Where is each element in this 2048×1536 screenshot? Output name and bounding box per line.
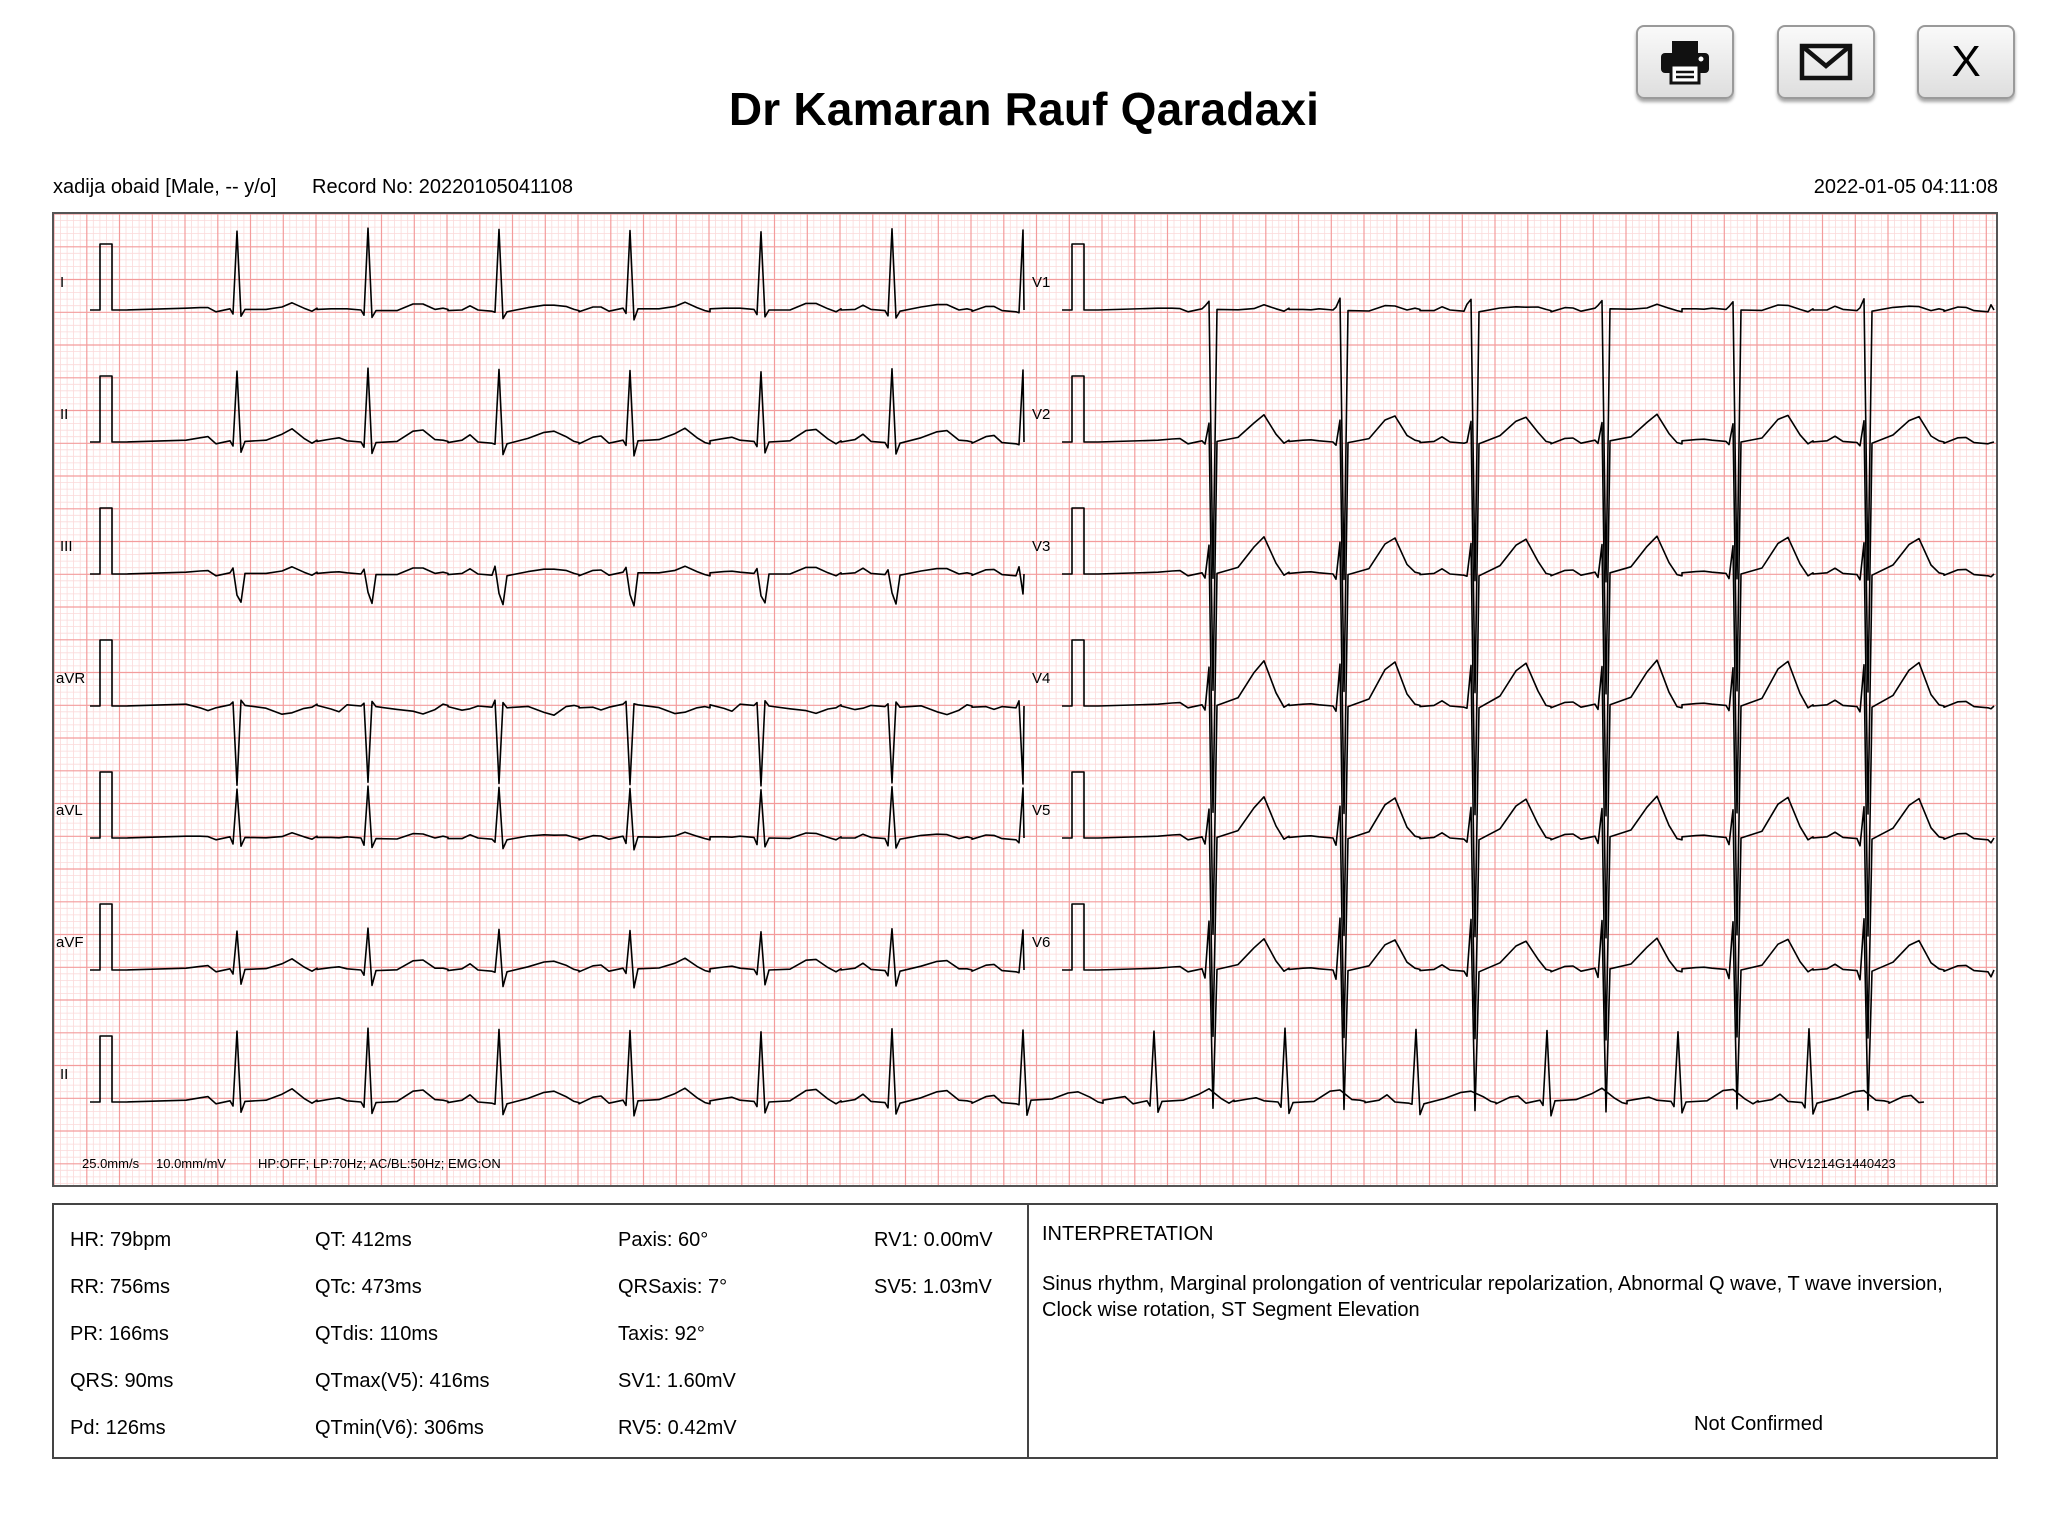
- lead-label-V3: V3: [1032, 538, 1051, 555]
- trace-V5: [1062, 771, 1995, 1041]
- measure-taxis: Taxis: 92°: [618, 1323, 705, 1345]
- device-id: VHCV1214G1440423: [1770, 1156, 1896, 1171]
- interpretation-title: INTERPRETATION: [1042, 1223, 1214, 1245]
- trace-aVR: [90, 639, 1025, 787]
- ecg-chart: I II III aVR aVL aVF II V1 V2 V3 V4 V5 V…: [52, 212, 1998, 1187]
- grid-major-lines: [54, 214, 1996, 1185]
- trace-V6: [1062, 903, 1995, 1113]
- patient-info: xadija obaid [Male, -- y/o]: [53, 176, 277, 198]
- measure-qtmax: QTmax(V5): 416ms: [315, 1370, 490, 1392]
- measurement-summary: HR: 79bpm RR: 756ms PR: 166ms QRS: 90ms …: [52, 1203, 1998, 1459]
- measure-paxis: Paxis: 60°: [618, 1229, 709, 1251]
- measure-rv5: RV5: 0.42mV: [618, 1417, 737, 1439]
- measure-sv5: SV5: 1.03mV: [874, 1276, 992, 1298]
- lead-label-aVL: aVL: [56, 802, 83, 819]
- trace-II: [90, 367, 1025, 457]
- printer-icon: [1661, 41, 1709, 85]
- measure-qt: QT: 412ms: [315, 1229, 412, 1251]
- paper-speed: 25.0mm/s: [82, 1156, 140, 1171]
- measure-rv1: RV1: 0.00mV: [874, 1229, 993, 1251]
- measure-pd: Pd: 126ms: [70, 1417, 166, 1439]
- grid-minor-lines: [54, 214, 1996, 1185]
- interpretation-text: Sinus rhythm, Marginal prolongation of v…: [1042, 1273, 1943, 1321]
- email-button[interactable]: [1777, 25, 1875, 99]
- lead-label-I: I: [60, 274, 65, 291]
- lead-label-rhythm-II: II: [60, 1066, 69, 1083]
- gain: 10.0mm/mV: [156, 1156, 227, 1171]
- lead-label-V2: V2: [1032, 406, 1051, 423]
- measure-qtc: QTc: 473ms: [315, 1276, 422, 1298]
- doctor-title: Dr Kamaran Rauf Qaradaxi: [728, 83, 1320, 135]
- close-button[interactable]: X: [1917, 25, 2015, 99]
- trace-V1: [1062, 243, 1995, 583]
- record-datetime: 2022-01-05 04:11:08: [1813, 176, 1998, 198]
- measure-sv1: SV1: 1.60mV: [618, 1370, 736, 1392]
- measure-rr: RR: 756ms: [70, 1276, 171, 1298]
- summary-divider: [1027, 1205, 1029, 1457]
- print-button[interactable]: [1636, 25, 1734, 99]
- trace-aVL: [90, 771, 1025, 851]
- trace-V2: [1062, 375, 1995, 695]
- ecg-grid-and-traces: [54, 214, 1996, 1185]
- lead-label-II: II: [60, 406, 69, 423]
- trace-aVF: [90, 903, 1025, 989]
- measure-pr: PR: 166ms: [70, 1323, 169, 1345]
- trace-rhythm-II: [90, 1027, 1925, 1117]
- measure-hr: HR: 79bpm: [70, 1229, 172, 1251]
- measure-qrsaxis: QRSaxis: 7°: [618, 1276, 728, 1298]
- confirmation-status: Not Confirmed: [1694, 1413, 1823, 1435]
- lead-label-aVR: aVR: [56, 670, 86, 687]
- measure-qtdis: QTdis: 110ms: [315, 1323, 438, 1345]
- filter-settings: HP:OFF; LP:70Hz; AC/BL:50Hz; EMG:ON: [258, 1156, 501, 1171]
- measure-qtmin: QTmin(V6): 306ms: [315, 1417, 484, 1439]
- record-number: Record No: 20220105041108: [312, 176, 573, 198]
- trace-I: [90, 227, 1025, 321]
- trace-III: [90, 507, 1025, 607]
- measure-qrs: QRS: 90ms: [70, 1370, 174, 1392]
- close-label: X: [1951, 37, 1981, 86]
- lead-label-V1: V1: [1032, 274, 1051, 291]
- lead-label-V4: V4: [1032, 670, 1051, 687]
- trace-V3: [1062, 507, 1995, 817]
- lead-label-V5: V5: [1032, 802, 1051, 819]
- trace-V4: [1062, 639, 1995, 939]
- lead-label-aVF: aVF: [56, 934, 84, 951]
- lead-label-V6: V6: [1032, 934, 1051, 951]
- lead-label-III: III: [60, 538, 73, 555]
- envelope-icon: [1799, 43, 1853, 81]
